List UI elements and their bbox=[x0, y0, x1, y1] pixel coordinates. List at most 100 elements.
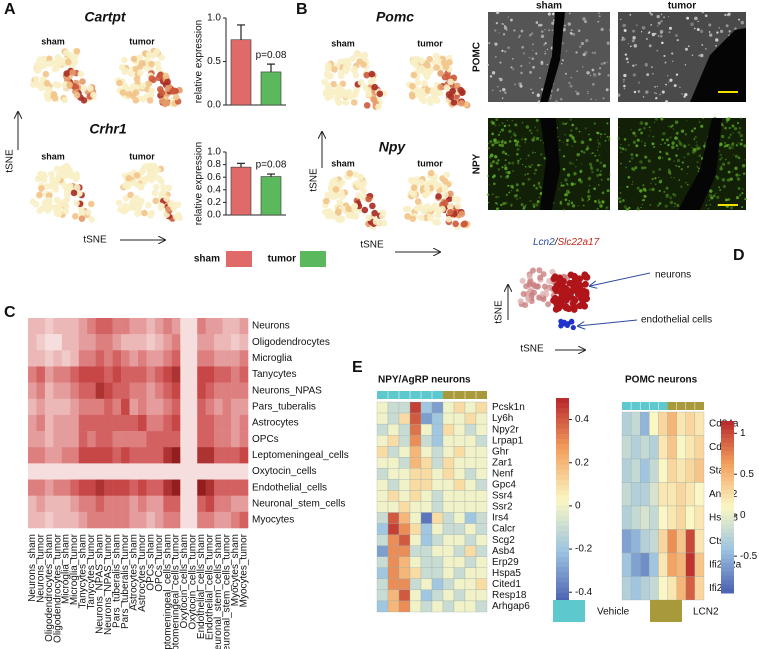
tsne-point bbox=[451, 195, 459, 203]
tsne-point bbox=[540, 271, 547, 278]
row-label: Ly6h bbox=[492, 413, 513, 424]
heatmap-cell bbox=[78, 463, 88, 480]
heatmap-cell bbox=[28, 350, 37, 367]
micrograph-texture bbox=[594, 154, 597, 157]
micrograph-texture bbox=[516, 144, 519, 147]
tsne-point bbox=[38, 62, 46, 70]
heatmap-cell bbox=[376, 490, 389, 502]
heatmap-cell bbox=[95, 318, 105, 335]
colorbar-segment bbox=[721, 421, 734, 426]
tsne-point bbox=[437, 83, 444, 91]
micrograph-texture bbox=[500, 140, 504, 144]
tsne-point bbox=[355, 182, 362, 189]
heatmap-cell bbox=[387, 490, 400, 502]
micrograph-texture bbox=[501, 49, 504, 53]
micrograph-texture bbox=[666, 196, 668, 199]
micrograph-texture bbox=[570, 129, 573, 132]
tsne-point bbox=[176, 214, 183, 222]
micrograph-texture bbox=[559, 202, 563, 205]
tsne-point bbox=[62, 202, 70, 210]
micrograph-texture bbox=[709, 33, 713, 37]
heatmap-cell bbox=[387, 556, 400, 568]
micrograph-texture bbox=[584, 20, 587, 24]
colorbar-segment bbox=[556, 485, 569, 491]
colorbar-segment bbox=[556, 500, 569, 507]
micrograph-texture bbox=[556, 89, 559, 92]
column-label: Neurons_NPAS_tumor bbox=[103, 533, 114, 635]
heatmap-cell bbox=[420, 567, 433, 579]
micrograph-texture bbox=[491, 175, 495, 179]
heatmap-cell bbox=[685, 576, 696, 601]
legend-label: tumor bbox=[268, 254, 296, 265]
micrograph-texture bbox=[532, 205, 536, 208]
micrograph-texture bbox=[591, 82, 595, 86]
heatmap-cell bbox=[53, 431, 63, 448]
heatmap-cell bbox=[464, 512, 477, 524]
micrograph-row: POMC bbox=[472, 42, 483, 72]
tsne-point bbox=[410, 59, 417, 66]
micrograph-texture bbox=[605, 206, 608, 209]
micrograph-texture bbox=[575, 90, 577, 93]
heatmap-cell bbox=[222, 414, 232, 432]
heatmap-cell bbox=[420, 501, 433, 513]
micrograph-texture bbox=[514, 83, 516, 86]
heatmap-cell bbox=[222, 350, 232, 367]
heatmap-cell bbox=[112, 334, 122, 351]
heatmap-cell bbox=[180, 479, 190, 496]
tsne-point bbox=[425, 69, 432, 77]
micrograph-texture bbox=[597, 12, 601, 15]
micrograph-texture bbox=[742, 172, 746, 175]
micrograph-texture bbox=[538, 196, 541, 199]
micrograph-texture bbox=[641, 25, 646, 30]
micrograph-texture bbox=[663, 190, 666, 193]
tsne-point bbox=[357, 79, 365, 86]
tsne-point bbox=[45, 192, 53, 199]
micrograph-texture bbox=[656, 204, 660, 207]
tsne-point bbox=[360, 61, 367, 68]
micrograph-texture bbox=[725, 158, 727, 161]
heatmap-cell bbox=[431, 523, 444, 535]
heatmap-cell bbox=[129, 431, 139, 448]
row-label: Neurons_NPAS bbox=[252, 385, 322, 396]
micrograph-texture bbox=[494, 202, 498, 205]
heatmap-cell bbox=[44, 447, 54, 464]
micrograph-texture bbox=[525, 158, 527, 160]
heatmap-cell bbox=[53, 334, 63, 351]
heatmap-cell bbox=[214, 366, 223, 383]
heatmap-cell bbox=[154, 382, 164, 400]
tsne-point bbox=[62, 171, 70, 179]
micrograph-texture bbox=[585, 39, 589, 43]
micrograph-texture bbox=[566, 173, 571, 177]
tsne-point bbox=[55, 81, 62, 89]
tsne-point bbox=[129, 82, 137, 90]
micrograph-texture bbox=[540, 60, 544, 64]
heatmap-cell bbox=[129, 495, 139, 513]
heatmap-cell bbox=[78, 479, 88, 496]
heatmap-cell bbox=[222, 479, 232, 496]
heatmap-cell bbox=[442, 589, 455, 602]
heatmap-cell bbox=[621, 435, 632, 460]
tsne-point bbox=[450, 99, 458, 106]
heatmap-cell bbox=[154, 414, 164, 432]
heatmap-cell bbox=[442, 446, 455, 458]
heatmap-cell bbox=[398, 523, 411, 535]
colorbar-segment bbox=[721, 511, 734, 517]
heatmap-cell bbox=[36, 398, 46, 416]
micrograph-texture bbox=[576, 70, 578, 72]
colorbar-segment bbox=[556, 428, 569, 435]
micrograph-texture bbox=[588, 184, 591, 187]
heatmap-cell bbox=[61, 414, 71, 432]
row-label: Nenf bbox=[492, 468, 513, 479]
heatmap-cell bbox=[640, 411, 650, 436]
micrograph-texture bbox=[511, 161, 515, 165]
tsne-point bbox=[90, 91, 97, 99]
heatmap-cell bbox=[409, 556, 422, 568]
micrograph-texture bbox=[669, 125, 673, 129]
heatmap-cell bbox=[146, 447, 156, 464]
micrograph-texture bbox=[517, 162, 520, 165]
heatmap-cell bbox=[121, 495, 130, 513]
heatmap-cell bbox=[61, 318, 71, 335]
micrograph-texture bbox=[709, 203, 712, 206]
micrograph-texture bbox=[590, 152, 592, 155]
row-label: Zar1 bbox=[492, 457, 513, 468]
